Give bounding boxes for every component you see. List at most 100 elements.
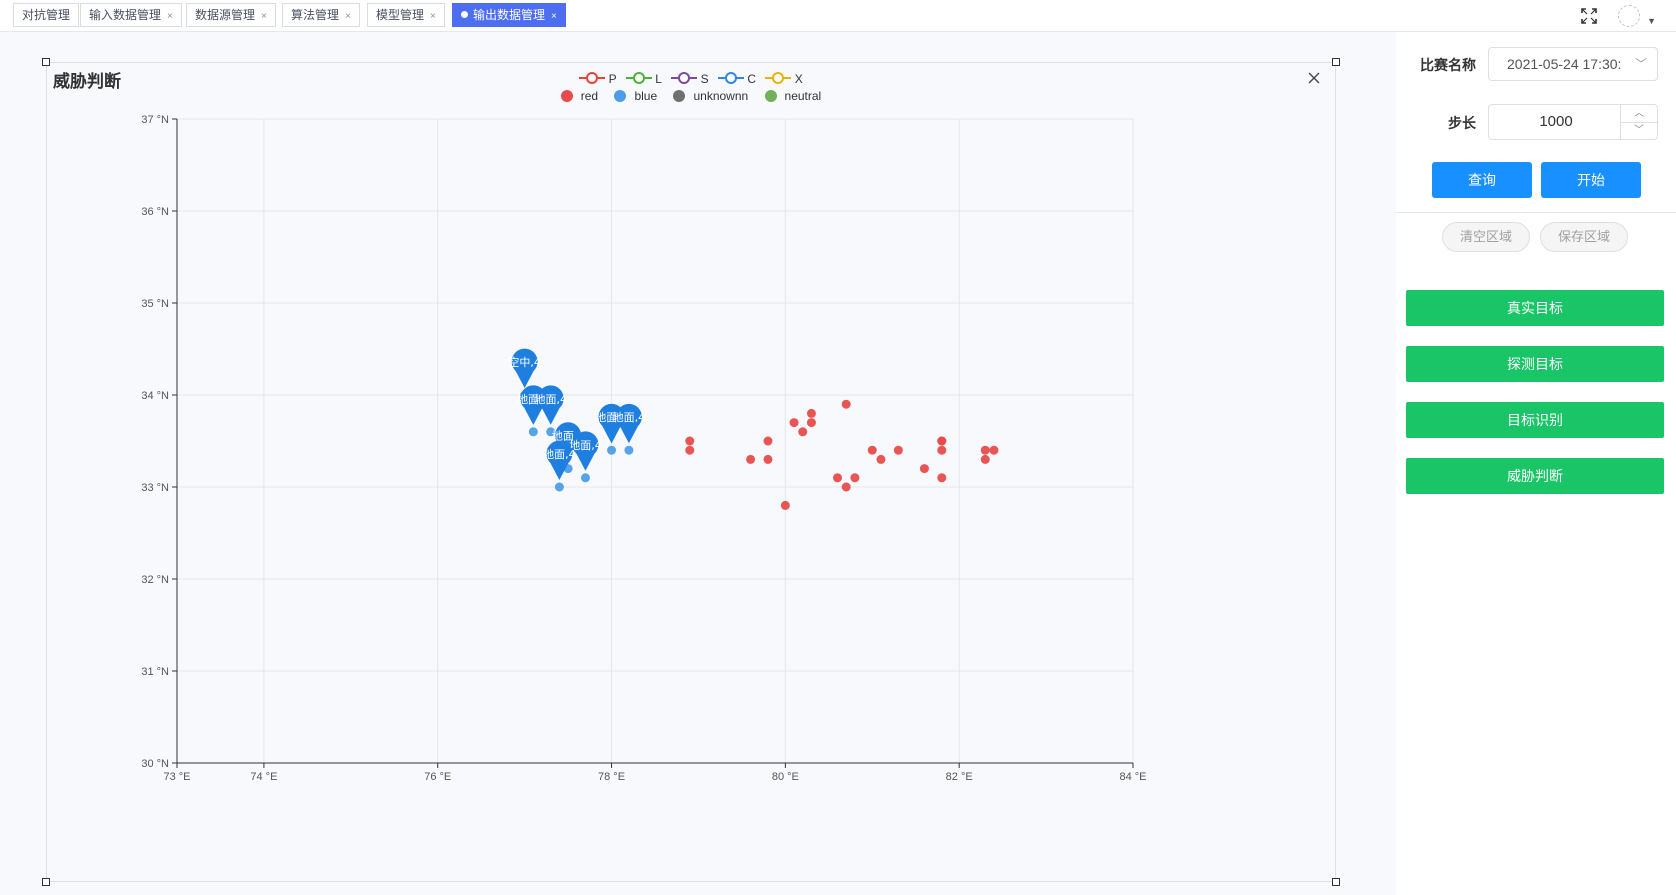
tab-bar: 对抗管理 输入数据管理 × 数据源管理 × 算法管理 × 模型管理 × 输出数据管理 × … [0,0,1676,32]
red-point [980,445,990,455]
red-point [685,445,695,455]
x-tick-label: 84 °E [1119,771,1146,783]
legend-item-l[interactable]: L [625,71,662,86]
legend-item-p[interactable]: P [579,71,617,86]
tab-datasource-management[interactable]: 数据源管理 × [186,3,276,27]
legend-item-s[interactable]: S [671,71,709,86]
legend-label: unknownn [693,89,749,103]
legend-item-blue[interactable]: blue [614,89,657,103]
red-point [806,408,816,418]
clear-area-button[interactable]: 清空区域 [1442,222,1530,252]
y-tick-label: 32 °N [141,574,169,586]
legend-line-marker [579,72,606,84]
legend-item-unknownn[interactable]: unknownn [673,89,748,103]
legend-item-red[interactable]: red [560,89,599,103]
resize-handle-bottom-right[interactable] [1332,878,1340,886]
resize-handle-top-right[interactable] [1332,58,1340,66]
blue-point [546,427,556,437]
divider [1396,212,1676,213]
x-tick-label: 74 °E [250,771,277,783]
map-pin-icon [555,422,582,462]
red-point [841,482,851,492]
map-pin-icon [615,403,642,444]
scatter-map-chart: 73 °E 74 °E 76 °E 78 °E 80 °E 82 °E 84 °E 30 °N… [141,114,1146,783]
red-point [780,500,790,510]
start-button[interactable]: 开始 [1541,162,1641,198]
match-name-select[interactable]: 2021-05-24 17:30: ﹀ [1488,47,1658,81]
threat-judgment-button[interactable]: 威胁判断 [1406,458,1664,494]
tab-model-management[interactable]: 模型管理 × [367,3,445,27]
red-point [746,454,756,464]
tab-close-icon[interactable]: × [551,11,557,22]
tab-close-icon[interactable]: × [261,11,267,22]
tab-close-icon[interactable]: × [430,11,436,22]
y-tick-label: 35 °N [141,298,169,310]
x-tick-label: 76 °E [424,771,451,783]
detected-target-button[interactable]: 探测目标 [1406,346,1664,382]
legend-label: blue [634,89,658,103]
close-icon[interactable] [1307,71,1321,85]
legend-label: red [580,89,599,103]
red-point [763,454,773,464]
tab-close-icon[interactable]: × [345,11,351,22]
blue-point [580,473,590,483]
legend-line-marker [718,72,745,84]
resize-handle-top-left[interactable] [42,58,50,66]
tab-adversarial-management[interactable]: 对抗管理 [13,3,80,27]
target-recognition-button[interactable]: 目标识别 [1406,402,1664,438]
tab-label: 算法管理 [291,8,340,22]
y-tick-label: 33 °N [141,482,169,494]
legend-item-neutral[interactable]: neutral [764,89,821,103]
red-point [798,427,808,437]
legend-dot-icon [560,90,573,102]
map-pin-icon [511,348,538,388]
red-point [893,445,903,455]
tab-label: 输出数据管理 [473,8,546,22]
tab-label: 数据源管理 [195,8,256,22]
legend-label: S [700,72,709,86]
step-stepper[interactable]: 1000 ︿ ﹀ [1488,104,1658,140]
legend-item-c[interactable]: C [718,71,756,86]
blue-point [528,427,538,437]
red-point [833,473,843,483]
map-pin-icon [537,385,564,425]
legend-line-marker [765,72,792,84]
caret-down-icon[interactable]: ▼ [1647,16,1656,26]
active-dot-icon [461,11,468,18]
red-point [980,454,990,464]
tab-input-data-management[interactable]: 输入数据管理 × [80,3,182,27]
pin-label: 地面,4 [613,411,646,424]
pin-label: 地面,4 [569,439,602,452]
top-right-tools: ▼ [1566,4,1656,28]
tab-close-icon[interactable]: × [167,11,173,22]
legend-lines: P L S C X [47,71,1335,86]
decrease-icon[interactable]: ﹀ [1620,122,1657,139]
red-point [937,473,947,483]
red-point [989,445,999,455]
map-pin-icon [546,440,573,480]
legend-item-x[interactable]: X [765,71,803,86]
legend-points: red blue unknownn neutral [47,89,1335,103]
legend-dot-icon [614,90,627,102]
resize-handle-bottom-left[interactable] [42,878,50,886]
user-avatar-icon[interactable] [1618,5,1640,27]
step-input[interactable]: 1000 [1539,113,1573,130]
tab-output-data-management[interactable]: 输出数据管理 × [452,3,566,27]
query-button[interactable]: 查询 [1432,162,1532,198]
red-point [937,445,947,455]
save-area-button[interactable]: 保存区域 [1540,222,1628,252]
fullscreen-icon[interactable] [1580,7,1598,25]
y-tick-label: 34 °N [141,390,169,402]
blue-point [607,445,617,455]
red-point [937,436,947,446]
y-tick-label: 31 °N [141,666,169,678]
y-tick-label: 30 °N [141,758,169,770]
map-pin-icon [572,431,599,471]
increase-icon[interactable]: ︿ [1620,105,1657,123]
red-point [789,418,799,428]
tab-algorithm-management[interactable]: 算法管理 × [282,3,360,27]
main-content: 威胁判断 P L S C X [0,32,1396,895]
red-point [867,445,877,455]
real-target-button[interactable]: 真实目标 [1406,290,1664,326]
legend-label: X [794,72,803,86]
